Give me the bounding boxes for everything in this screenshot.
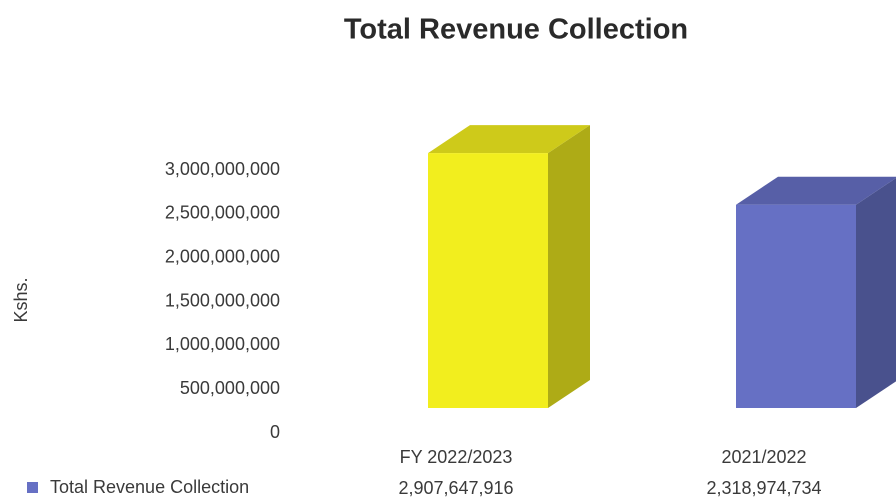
value-label: 2,318,974,734 xyxy=(706,478,821,498)
value-label: 2,907,647,916 xyxy=(398,478,513,498)
bar-top xyxy=(428,125,590,154)
bar xyxy=(428,153,548,408)
bar xyxy=(736,204,856,408)
y-tick-label: 3,000,000,000 xyxy=(165,159,280,179)
bar-side xyxy=(856,178,896,408)
y-tick-label: 0 xyxy=(270,422,280,442)
bar-side xyxy=(548,125,590,409)
x-tick-label: FY 2022/2023 xyxy=(400,447,513,467)
y-tick-label: 2,000,000,000 xyxy=(165,246,280,266)
x-tick-label: 2021/2022 xyxy=(721,447,806,467)
y-axis-label: Kshs. xyxy=(11,277,31,322)
y-tick-label: 1,500,000,000 xyxy=(165,290,280,310)
y-tick-label: 500,000,000 xyxy=(180,378,280,398)
y-tick-label: 1,000,000,000 xyxy=(165,334,280,354)
y-tick-label: 2,500,000,000 xyxy=(165,203,280,223)
legend-swatch xyxy=(27,482,38,493)
bar-top xyxy=(736,176,896,205)
chart-title: Total Revenue Collection xyxy=(344,14,688,46)
legend-label: Total Revenue Collection xyxy=(50,477,249,497)
